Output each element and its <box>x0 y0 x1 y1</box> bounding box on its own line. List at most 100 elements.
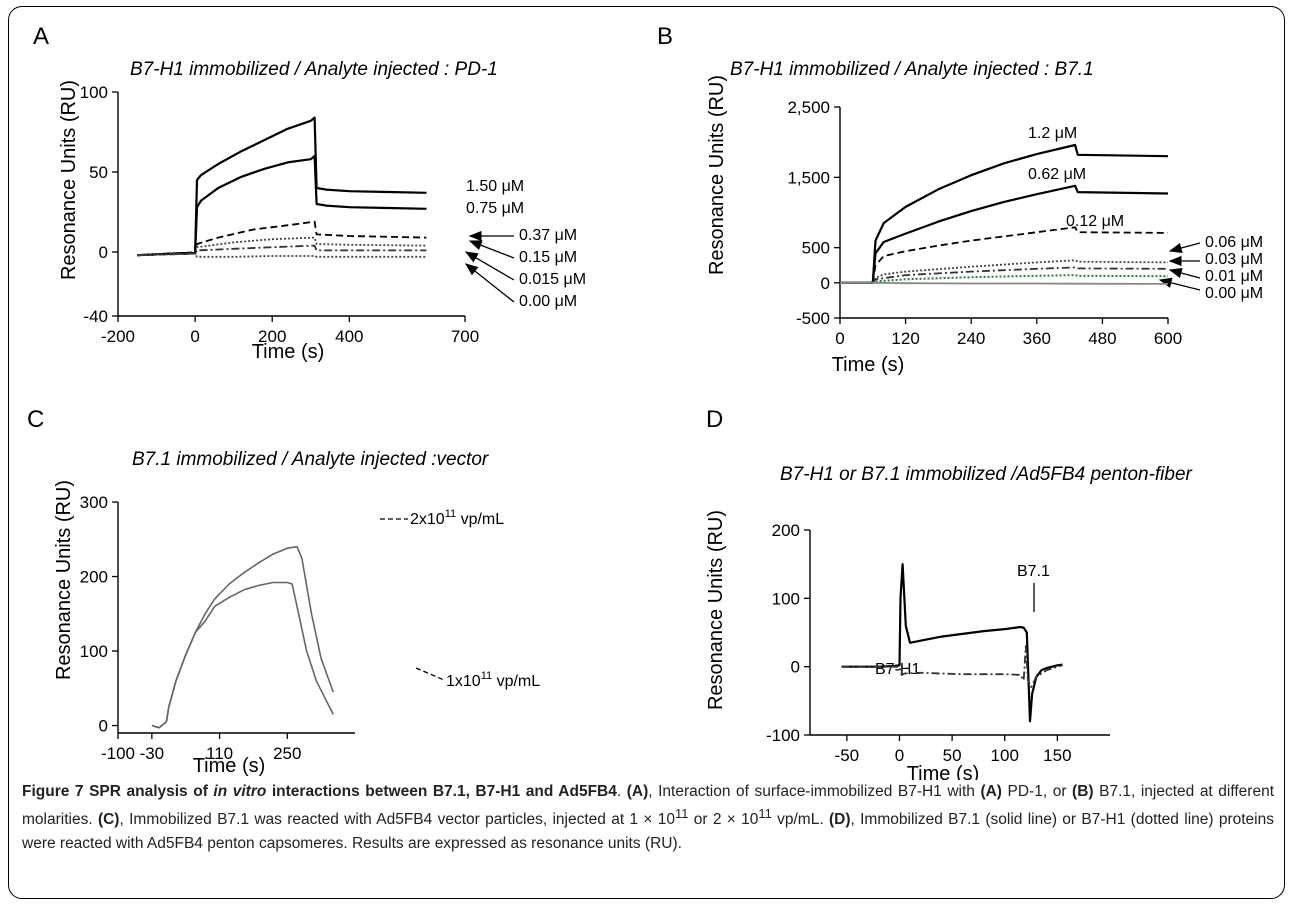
panel-d-title: B7-H1 or B7.1 immobilized /Ad5FB4 penton… <box>780 464 1193 485</box>
panel-c-ytick-label: 100 <box>80 642 108 661</box>
panel-b-arrow-4 <box>1158 277 1201 291</box>
panel-a-label-3: 0.37 μM <box>519 227 577 244</box>
panel-a-title: B7-H1 immobilized / Analyte injected : P… <box>130 59 498 80</box>
caption-title-italic: in vitro <box>213 783 267 800</box>
panel-b-xtick-label: 480 <box>1088 329 1116 348</box>
panel-c-xtick-label: 110 <box>206 744 233 763</box>
panel-d-ytick-label: 200 <box>772 521 800 540</box>
panel-b-title: B7-H1 immobilized / Analyte injected : B… <box>730 59 1094 80</box>
panel-b-xtick-label: 360 <box>1023 329 1051 348</box>
panel-a-ylabel: Resonance Units (RU) <box>58 80 80 280</box>
panel-b-label-5: 0.03 μM <box>1205 251 1263 268</box>
panel-d-ytick-label: 100 <box>772 589 800 608</box>
caption-body-8: , Immobilized B7.1 (solid line) or B7-H1… <box>22 811 1274 853</box>
panel-c-series-line <box>151 581 334 729</box>
panel-a-ytick-label: -40 <box>83 307 108 326</box>
caption-title-b: interactions between B7.1, B7-H1 and Ad5… <box>266 783 617 800</box>
panel-a-xtick-label: 400 <box>335 327 363 346</box>
caption-ref-d: (D) <box>828 811 851 829</box>
panel-d-label-b71: B7.1 <box>1017 563 1050 580</box>
panel-b-ytick-label: 1,500 <box>787 168 830 187</box>
panel-b-letter: B <box>657 23 673 50</box>
panel-b-arrow-3 <box>1168 267 1201 279</box>
panel-b-series-line <box>840 259 1169 284</box>
panel-b-ytick-label: 2,500 <box>787 98 830 117</box>
panel-d-series-line <box>841 645 1063 689</box>
panel-c-leader-2 <box>415 667 445 681</box>
panel-b-series-line <box>840 274 1169 284</box>
panel-a-series-line <box>137 154 427 257</box>
panel-a-arrow-2 <box>468 240 515 259</box>
panel-b-series-line <box>840 143 1169 284</box>
panel-a-label-4: 0.15 μM <box>519 249 577 266</box>
panel-a-label-6: 0.00 μM <box>519 293 577 310</box>
panel-b-ytick-label: -500 <box>796 309 830 328</box>
caption-sup-2: 11 <box>758 806 772 822</box>
panel-b-series-line <box>840 226 1169 284</box>
panel-b-xtick-label: 120 <box>891 329 919 348</box>
panel-b-ytick-label: 0 <box>821 274 830 293</box>
panel-a-label-2: 0.75 μM <box>466 200 524 217</box>
panel-a-letter: A <box>33 23 49 50</box>
panel-d-label-b7h1: B7-H1 <box>875 661 920 678</box>
panel-c-label-1: 2x1011 vp/mL <box>410 508 504 528</box>
caption-ref-a2: (A) <box>980 783 1002 800</box>
panel-a-arrow-4 <box>464 263 515 303</box>
panel-a-series-line <box>137 244 427 257</box>
panel-d-xtick-label: 50 <box>943 746 962 765</box>
panel-a-xtick-label: 0 <box>190 327 199 346</box>
caption-ref-a: (A) <box>626 783 649 800</box>
panel-a-label-1: 1.50 μM <box>466 178 524 195</box>
panel-a-ytick-label: 100 <box>80 83 108 102</box>
panel-b-series-line <box>840 281 1169 285</box>
panel-c-xtick-label: -30 <box>140 744 165 763</box>
caption-body-6: or 2 × 10 <box>688 811 759 829</box>
panel-c-ylabel: Resonance Units (RU) <box>53 480 75 680</box>
panel-b-xlabel: Time (s) <box>832 354 905 376</box>
panel-d-xtick-label: 0 <box>895 746 904 765</box>
panel-c-letter: C <box>27 406 44 433</box>
figure-panels: A B C D B7-H1 immobilized / Analyte inje… <box>27 23 1263 780</box>
panel-d-ylabel: Resonance Units (RU) <box>705 510 727 710</box>
panel-d-ytick-label: -100 <box>766 726 800 745</box>
panel-d-xtick-label: 100 <box>991 746 1019 765</box>
panel-b-xtick-label: 0 <box>835 329 844 348</box>
panel-b-series-line <box>840 184 1169 284</box>
panel-b-label-3: 0.12 μM <box>1066 213 1124 230</box>
caption-sup-1: 11 <box>675 806 689 822</box>
panel-a-series-line <box>137 220 427 257</box>
caption-ref-b: (B) <box>1072 783 1094 800</box>
figure-caption: Figure 7 SPR analysis of in vitro intera… <box>22 780 1274 856</box>
caption-body-3: PD-1, or <box>1001 783 1073 800</box>
panel-a-label-5: 0.015 μM <box>519 271 586 288</box>
panel-c-series-line <box>151 545 334 729</box>
panel-a-xlabel: Time (s) <box>252 341 325 363</box>
panel-c-ytick-label: 0 <box>99 717 108 736</box>
panel-c-ytick-label: 200 <box>80 568 108 587</box>
panel-b-ylabel: Resonance Units (RU) <box>706 75 728 275</box>
panel-a-xtick-label: -200 <box>101 327 135 346</box>
panel-d-letter: D <box>706 406 723 433</box>
panel-c-xtick-label: -100 <box>101 744 135 763</box>
caption-figure-label: Figure 7 <box>22 783 84 800</box>
panel-b-series-line <box>840 266 1169 284</box>
caption-body-7: vp/mL. <box>771 811 829 829</box>
caption-title-a: SPR analysis of <box>89 783 214 800</box>
panel-b-label-7: 0.00 μM <box>1205 285 1263 302</box>
panel-a-series-line <box>137 252 427 258</box>
panel-a-series-line <box>137 116 427 257</box>
panel-a-ytick-label: 0 <box>99 243 108 262</box>
panel-c-ytick-label: 300 <box>80 493 108 512</box>
panel-b-label-4: 0.06 μM <box>1205 234 1263 251</box>
panel-b-label-6: 0.01 μM <box>1205 268 1263 285</box>
panel-c-label-2: 1x1011 vp/mL <box>446 670 540 690</box>
panel-b-arrow-1 <box>1168 242 1201 254</box>
panel-d-ytick-label: 0 <box>791 658 800 677</box>
caption-body-5: , Immobilized B7.1 was reacted with Ad5F… <box>119 811 676 829</box>
panel-d-series-line <box>841 563 1063 723</box>
figure-frame <box>8 6 1285 899</box>
panel-c-title: B7.1 immobilized / Analyte injected :vec… <box>132 449 489 470</box>
panel-c-xlabel: Time (s) <box>193 755 266 777</box>
panel-d-xtick-label: -50 <box>835 746 860 765</box>
